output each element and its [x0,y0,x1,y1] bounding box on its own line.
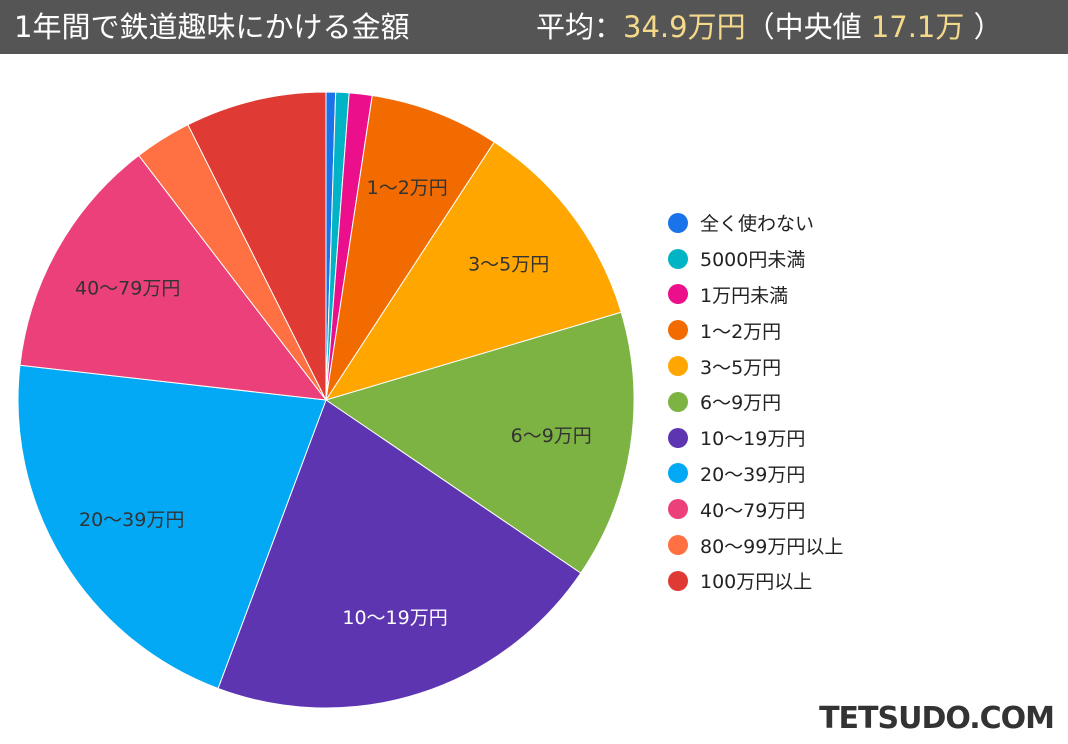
legend-swatch [668,499,688,520]
summary: 平均：34.9万円（中央値 17.1万 ） [536,0,1003,54]
legend-swatch [668,463,688,484]
legend-label: 1〜2万円 [700,320,782,343]
legend-label: 1万円未満 [700,284,789,307]
legend-label: 5000円未満 [700,249,806,272]
legend-swatch [668,356,688,377]
legend-swatch [668,427,688,448]
median-close: ） [964,10,1003,44]
slice-label: 1〜2万円 [367,177,448,199]
legend-swatch [668,320,688,341]
pie-slice [187,91,327,401]
pie-slice [19,154,328,401]
legend-label: 10〜19万円 [700,428,806,451]
legend-item: 1〜2万円 [668,312,843,348]
legend-swatch [668,391,688,412]
chart-title: 1年間で鉄道趣味にかける金額 [14,10,410,44]
legend-item: 10〜19万円 [668,420,843,456]
slice-label: 3〜5万円 [468,254,549,276]
legend-item: 100万円以上 [668,563,843,599]
legend: 全く使わない 5000円未満 1万円未満 1〜2万円 3〜5万円 6〜9万円 10〜19万円… [668,205,843,599]
legend-label: 100万円以上 [700,571,813,594]
legend-item: 40〜79万円 [668,491,843,527]
pie-slice [324,141,622,401]
median-value: 17.1万 [870,10,965,44]
legend-swatch [668,284,688,305]
slice-label: 10〜19万円 [342,607,447,629]
legend-item: 3〜5万円 [668,348,843,384]
legend-label: 3〜5万円 [700,356,782,379]
average-value: 34.9万円 [623,10,746,44]
title-bar: 1年間で鉄道趣味にかける金額 平均：34.9万円（中央値 17.1万 ） [0,0,1068,54]
legend-swatch [668,535,688,556]
legend-label: 6〜9万円 [700,392,782,415]
average-label: 平均： [536,10,624,44]
legend-label: 40〜79万円 [700,499,806,522]
pie-slice [217,399,582,709]
logo: TETSUDO.COM [819,701,1055,736]
legend-swatch [668,570,688,591]
median-label: （中央値 [745,10,871,44]
slice-label: 40〜79万円 [75,278,180,300]
legend-swatch [668,248,688,269]
legend-item: 80〜99万円以上 [668,527,843,563]
pie-slice [17,364,327,690]
pie-slice [324,311,635,574]
legend-item: 20〜39万円 [668,456,843,492]
legend-swatch [668,212,688,233]
slice-label: 20〜39万円 [79,509,184,531]
slice-label: 6〜9万円 [511,425,592,447]
legend-label: 全く使わない [700,213,815,236]
legend-item: 6〜9万円 [668,384,843,420]
legend-item: 全く使わない [668,205,843,241]
pie-slice [325,94,495,401]
legend-label: 80〜99万円以上 [700,535,844,558]
legend-item: 5000円未満 [668,241,843,277]
legend-item: 1万円未満 [668,277,843,313]
legend-label: 20〜39万円 [700,463,806,486]
